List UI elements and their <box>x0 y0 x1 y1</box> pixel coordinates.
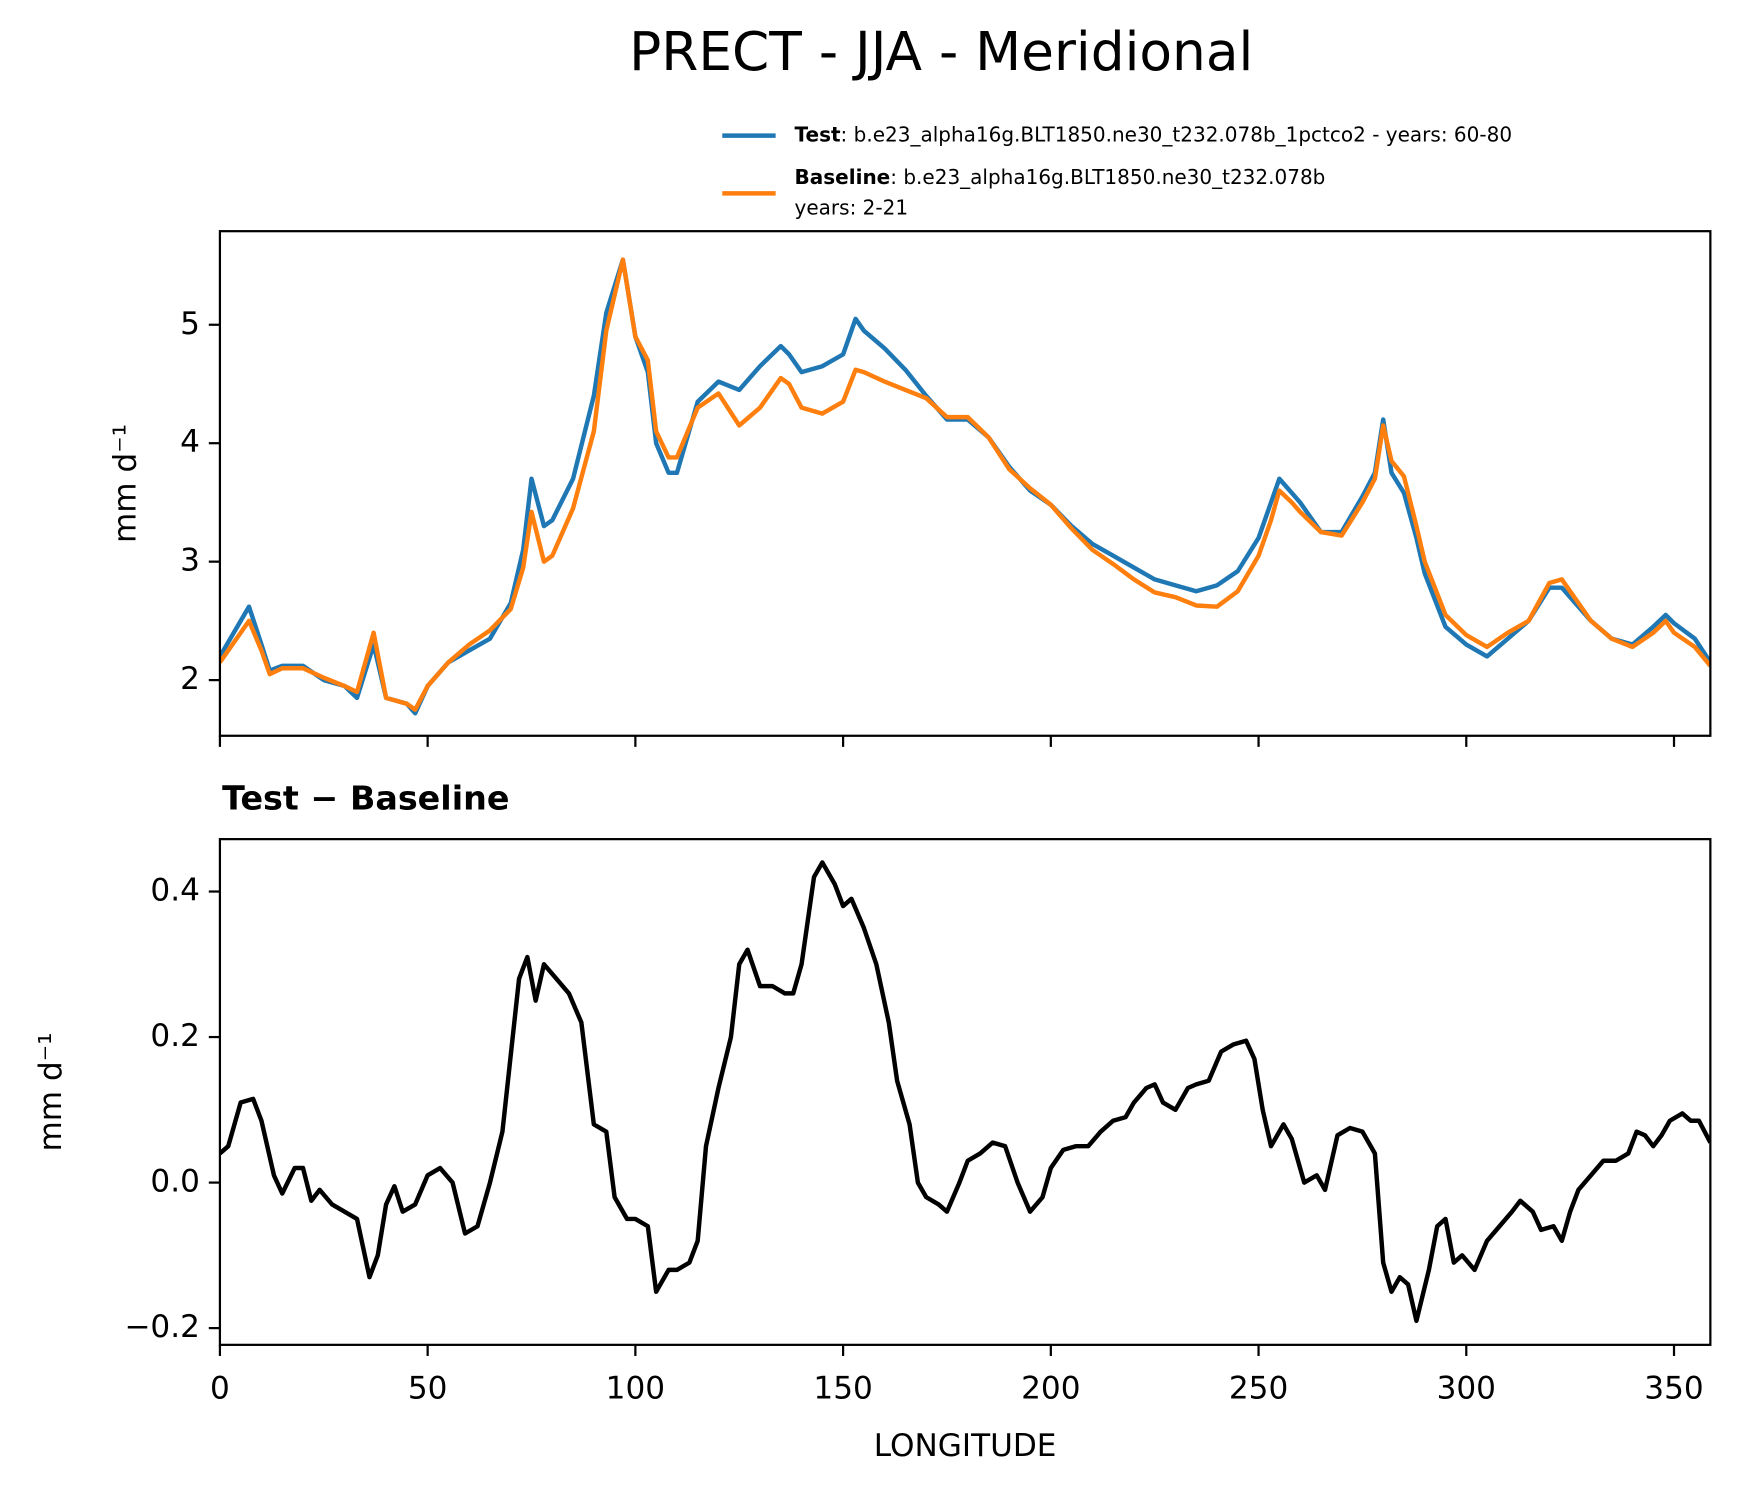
x-tick-label: 250 <box>1229 1370 1288 1406</box>
legend-description: : b.e23_alpha16g.BLT1850.ne30_t232.078b_… <box>841 122 1513 146</box>
y-axis-label: mm d⁻¹ <box>108 424 144 543</box>
y-tick-label: 2 <box>180 661 200 697</box>
legend-name: Baseline <box>795 164 891 188</box>
legend-description: years: 2-21 <box>795 195 909 219</box>
legend-label: Baseline: b.e23_alpha16g.BLT1850.ne30_t2… <box>795 164 1326 188</box>
x-tick-label: 200 <box>1021 1370 1080 1406</box>
y-tick-label: 0.0 <box>150 1164 199 1200</box>
axes-frame <box>218 838 1712 1346</box>
legend-description: : b.e23_alpha16g.BLT1850.ne30_t232.078b <box>890 164 1325 188</box>
data-line <box>219 860 1711 1324</box>
x-tick-label: 350 <box>1644 1370 1703 1406</box>
subplot-title: Test − Baseline <box>222 779 509 818</box>
x-tick-label: 0 <box>210 1370 230 1406</box>
legend-name: Test <box>795 122 841 146</box>
y-tick-label: 3 <box>180 543 200 579</box>
data-line <box>219 257 1711 712</box>
y-axis-label: mm d⁻¹ <box>33 1032 69 1151</box>
x-tick-label: 100 <box>606 1370 665 1406</box>
legend-label: Test: b.e23_alpha16g.BLT1850.ne30_t232.0… <box>795 122 1513 146</box>
y-tick-label: 0.4 <box>150 873 199 909</box>
y-tick-label: −0.2 <box>124 1309 200 1345</box>
chart-title: PRECT - JJA - Meridional <box>629 20 1253 83</box>
y-tick-label: 0.2 <box>150 1018 199 1054</box>
x-axis-label: LONGITUDE <box>874 1428 1057 1464</box>
x-tick-label: 50 <box>408 1370 448 1406</box>
axes-frame <box>218 230 1712 737</box>
x-tick-label: 300 <box>1437 1370 1496 1406</box>
y-tick-label: 4 <box>180 424 200 460</box>
y-tick-label: 5 <box>180 306 200 342</box>
x-tick-label: 150 <box>813 1370 872 1406</box>
